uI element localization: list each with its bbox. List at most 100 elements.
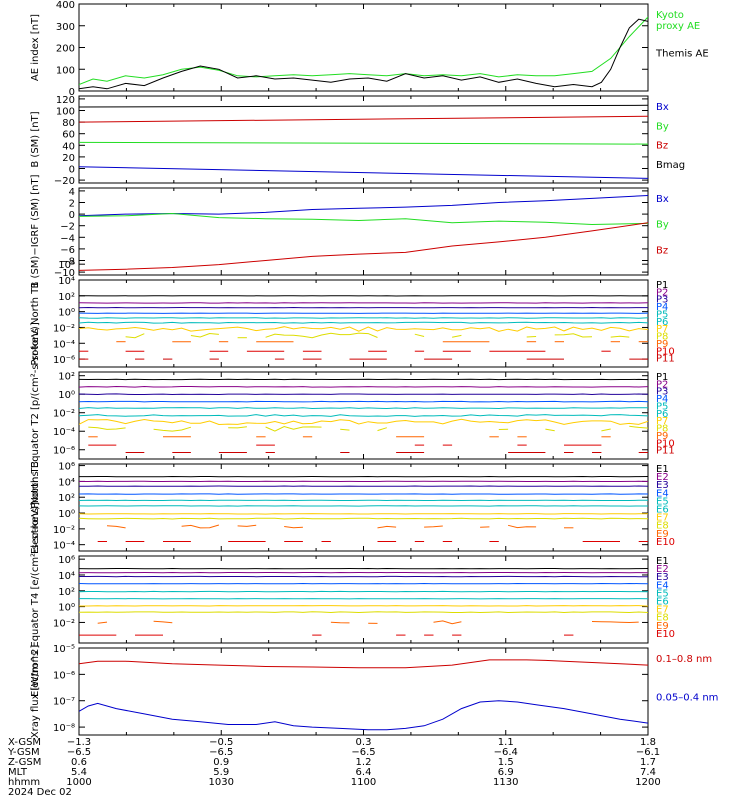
channel-line-e9 [508, 525, 536, 527]
channel-line-p6 [79, 415, 648, 417]
channel-line-e9 [154, 621, 173, 623]
y-axis-label: Xray flux [W/m^2] [30, 645, 41, 739]
y-tick-label: 40 [62, 141, 75, 152]
y-tick-label: 10⁶ [58, 462, 75, 473]
legend-entry: Bmag [656, 160, 685, 171]
legend-entry: Bz [656, 141, 668, 152]
channel-line-e7 [79, 606, 648, 607]
channel-line-p8 [154, 427, 191, 431]
series-line-bz [79, 116, 648, 122]
channel-line-p5 [79, 318, 648, 319]
y-tick-label: 0 [69, 210, 75, 221]
y-tick-label: 10⁻⁴ [53, 339, 75, 350]
y-tick-label: 10⁴ [58, 477, 75, 488]
channel-line-e9 [107, 526, 126, 528]
channel-line-p5 [79, 408, 648, 409]
channel-line-p6 [79, 322, 648, 323]
y-tick-label: 10⁻⁴ [53, 427, 75, 438]
y-tick-label: 300 [56, 22, 75, 33]
y-tick-label: 10⁻² [53, 618, 75, 629]
channel-line-p7 [79, 419, 648, 424]
series-group [79, 17, 648, 89]
series-group [79, 296, 648, 359]
legend-entry: 0.05–0.4 nm [656, 693, 718, 704]
channel-line-p8 [452, 335, 461, 337]
y-tick-label: 120 [56, 95, 75, 106]
y-tick-label: 10² [58, 587, 75, 598]
channel-line-p8 [88, 427, 125, 429]
series-line-bx [79, 167, 648, 179]
channel-line-e9 [592, 622, 639, 623]
channel-line-e8 [79, 612, 648, 613]
channel-line-p8 [266, 427, 322, 432]
series-line-kyoto-proxy-ae [79, 17, 648, 85]
channel-line-p8 [415, 334, 424, 336]
y-tick-label: 10⁻⁶ [53, 355, 75, 366]
channel-line-e9 [182, 525, 219, 528]
legend-channel: P11 [656, 354, 675, 365]
legend-entry: Kyoto [656, 10, 684, 21]
y-tick-label: 60 [62, 130, 75, 141]
y-tick-label: 10² [58, 493, 75, 504]
series-group [79, 569, 648, 636]
channel-line-p8 [611, 336, 630, 337]
y-tick-label: 10⁴ [58, 571, 75, 582]
series-group [79, 477, 648, 542]
y-tick-label: 10⁶ [58, 555, 75, 566]
y-tick-label: 10⁴ [58, 276, 75, 287]
series-group [79, 660, 648, 730]
legend-channel: E10 [656, 537, 675, 548]
y-tick-label: 200 [56, 44, 75, 55]
y-axis-label: B (SM) [nT] [30, 111, 41, 167]
channel-line-p8 [266, 333, 378, 338]
y-tick-label: 10⁰ [58, 603, 75, 614]
series-line-bx [79, 196, 648, 216]
ephemeris-value: 1200 [635, 777, 660, 788]
y-tick-label: 10⁻⁸ [53, 723, 75, 734]
ephemeris-value: 1100 [351, 777, 376, 788]
legend-channel: E10 [656, 629, 675, 640]
y-tick-label: 10⁻⁶ [53, 446, 75, 457]
legend-entry: By [656, 121, 669, 132]
channel-line-e9 [98, 622, 107, 623]
y-tick-label: 10⁻² [53, 409, 75, 420]
legend-entry: Bx [656, 194, 669, 205]
legend-channel: P11 [656, 446, 675, 457]
panel-frame [79, 96, 648, 183]
legend-entry: Bx [656, 102, 669, 113]
channel-line-p8 [228, 427, 247, 428]
series-line-bmag [79, 105, 648, 107]
y-tick-label: 4 [69, 187, 75, 198]
channel-line-p2 [79, 387, 648, 388]
channel-line-e9 [331, 622, 350, 623]
y-tick-label: 400 [56, 0, 75, 11]
y-axis-label: B (SM)−IGRF (SM) [nT] [30, 174, 41, 288]
series-line-themis-ae [79, 19, 648, 89]
channel-line-p8 [629, 426, 648, 428]
series-line-bz [79, 223, 648, 271]
ephemeris-value: 1030 [209, 777, 234, 788]
y-tick-label: 10⁻⁶ [53, 670, 75, 681]
series-group [79, 105, 648, 178]
ephemeris-date: 2024 Dec 02 [8, 787, 72, 798]
y-tick-label: 10⁰ [58, 509, 75, 520]
legend-entry: proxy AE [656, 21, 700, 32]
channel-line-e8 [79, 518, 648, 519]
series-group [79, 379, 648, 452]
channel-line-e7 [79, 514, 648, 515]
y-tick-label: −20 [54, 176, 75, 187]
channel-line-p8 [527, 337, 536, 338]
y-tick-label: 10⁻⁵ [53, 644, 75, 655]
channel-line-p8 [191, 334, 219, 338]
series-line-by [79, 142, 648, 144]
y-tick-label: −6 [60, 245, 75, 256]
channel-line-p4 [79, 401, 648, 402]
panel-frame [79, 280, 648, 367]
